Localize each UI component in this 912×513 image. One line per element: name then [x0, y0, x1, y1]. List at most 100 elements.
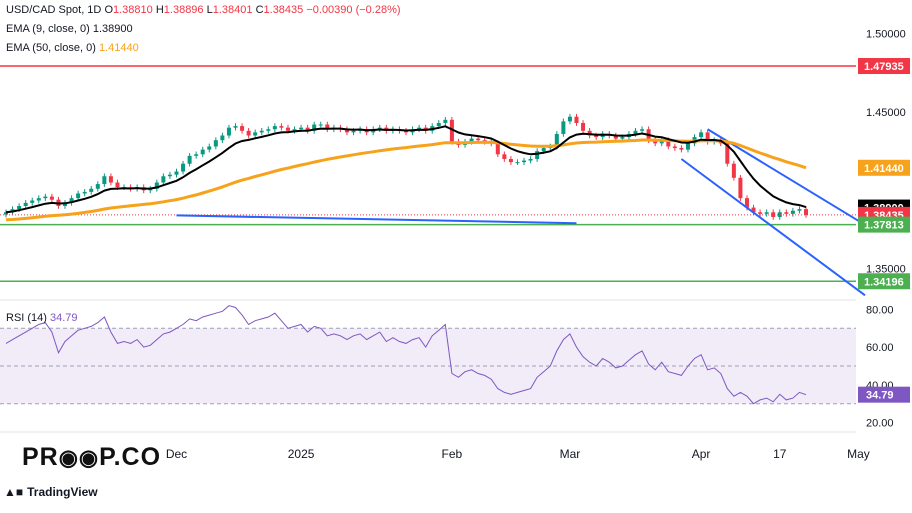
candle-body — [640, 129, 645, 131]
candle-body — [167, 174, 172, 177]
rsi-tick-label: 80.00 — [866, 304, 894, 316]
candle-body — [259, 130, 264, 133]
candle-body — [508, 159, 513, 163]
rsi-value-legend: 34.79 — [50, 312, 78, 324]
rsi-value-text: 34.79 — [866, 390, 894, 402]
candle-body — [443, 119, 448, 123]
candle-body — [76, 193, 81, 199]
candle-body — [246, 130, 251, 136]
candle-body — [797, 209, 802, 211]
candle-body — [344, 129, 349, 133]
candle-body — [17, 206, 22, 210]
time-tick-label: Apr — [692, 447, 711, 461]
candle-body — [804, 209, 808, 215]
candle-body — [233, 126, 238, 128]
candle-body — [777, 212, 782, 217]
candle-body — [279, 126, 284, 128]
candle-body — [528, 159, 533, 161]
candle-body — [699, 132, 704, 138]
candle-body — [23, 202, 28, 206]
candle-body — [554, 133, 559, 147]
candle-body — [325, 124, 330, 130]
candle-body — [404, 130, 408, 133]
candle-body — [213, 140, 218, 147]
candle-body — [771, 212, 776, 217]
rsi-value-box — [858, 386, 910, 403]
candle-body — [43, 196, 48, 199]
candle-body — [4, 212, 8, 215]
tradingview-footer[interactable]: ▲■ TradingView — [4, 485, 98, 499]
blue-support-line — [176, 214, 577, 225]
price-label-box — [858, 58, 910, 75]
ohlc-close: 1.38435 — [263, 4, 304, 16]
candle-body — [161, 176, 166, 183]
candle-body — [299, 127, 304, 130]
candle-body — [69, 198, 74, 203]
ema50-value: 1.41440 — [98, 42, 139, 54]
axis: 1.500001.450001.350001.479351.414401.389… — [166, 29, 910, 461]
candle-body — [285, 127, 290, 131]
candle-body — [659, 140, 664, 144]
ohlc-low: 1.38401 — [212, 4, 253, 16]
candle-body — [30, 200, 35, 203]
candle-body — [567, 116, 572, 122]
candle-body — [502, 154, 507, 159]
candle-body — [725, 143, 730, 164]
candle-body — [436, 122, 441, 127]
candle-body — [784, 212, 789, 214]
channel-upper — [707, 128, 866, 226]
price-tick-label: 1.35000 — [866, 264, 906, 276]
rsi-line — [5, 305, 807, 405]
candle-body — [200, 149, 205, 155]
time-tick-label: Mar — [560, 447, 581, 461]
tradingview-logo-icon: ▲■ — [4, 485, 24, 499]
ohlc-open: 1.38810 — [113, 4, 153, 16]
ema50-legend[interactable]: EMA (50, close, 0) 1.41440 — [6, 42, 139, 54]
rsi-title: RSI (14) 34.79 — [6, 312, 78, 324]
candle-body — [417, 127, 422, 130]
price-label-text: 1.37813 — [864, 220, 904, 232]
candle-body — [194, 154, 199, 156]
time-tick-label: Dec — [166, 447, 187, 461]
candle-body — [226, 127, 231, 136]
rsi-tick-label: 20.00 — [866, 418, 894, 430]
price-label-box — [858, 159, 910, 176]
brand-logo: PR◉◉P.CO — [22, 443, 161, 472]
candle-body — [240, 126, 245, 131]
candle-body — [522, 160, 527, 163]
candle-body — [318, 124, 323, 126]
candle-body — [115, 182, 120, 188]
price-label-text: 1.47935 — [864, 61, 904, 73]
grid — [0, 299, 856, 433]
candle-body — [685, 143, 690, 150]
candle-body — [561, 121, 566, 134]
candle-body — [272, 126, 277, 130]
price-label-box — [858, 273, 910, 290]
ohlc-low-label: L — [206, 4, 213, 16]
ema50-line — [5, 138, 807, 222]
candle-body — [449, 119, 454, 142]
ohlc-high: 1.38896 — [163, 4, 204, 16]
candle-body — [351, 130, 356, 133]
candle-body — [535, 151, 540, 159]
candle-body — [266, 129, 271, 131]
candle-body — [541, 148, 546, 152]
candle-body — [253, 132, 258, 136]
ema9-value: 1.38900 — [92, 23, 133, 35]
price-tick-label: 1.45000 — [866, 107, 906, 119]
candle-body — [36, 198, 41, 201]
ema9-legend[interactable]: EMA (9, close, 0) 1.38900 — [6, 23, 133, 35]
candle-body — [744, 198, 749, 208]
candle-body — [63, 202, 68, 206]
candle-body — [108, 176, 113, 183]
candle-body — [154, 182, 159, 189]
candle-body — [738, 177, 743, 199]
ohlc-close-label: C — [255, 4, 264, 16]
ema50-label: EMA (50, close, 0) — [6, 42, 96, 54]
candle-body — [476, 138, 481, 141]
candle-body — [581, 122, 586, 131]
candle-body — [95, 184, 100, 189]
symbol-header: USD/CAD Spot, 1D O1.38810 H1.38896 L1.38… — [6, 4, 401, 16]
candle-body — [312, 124, 317, 131]
rsi-tick-label: 60.00 — [866, 342, 894, 354]
